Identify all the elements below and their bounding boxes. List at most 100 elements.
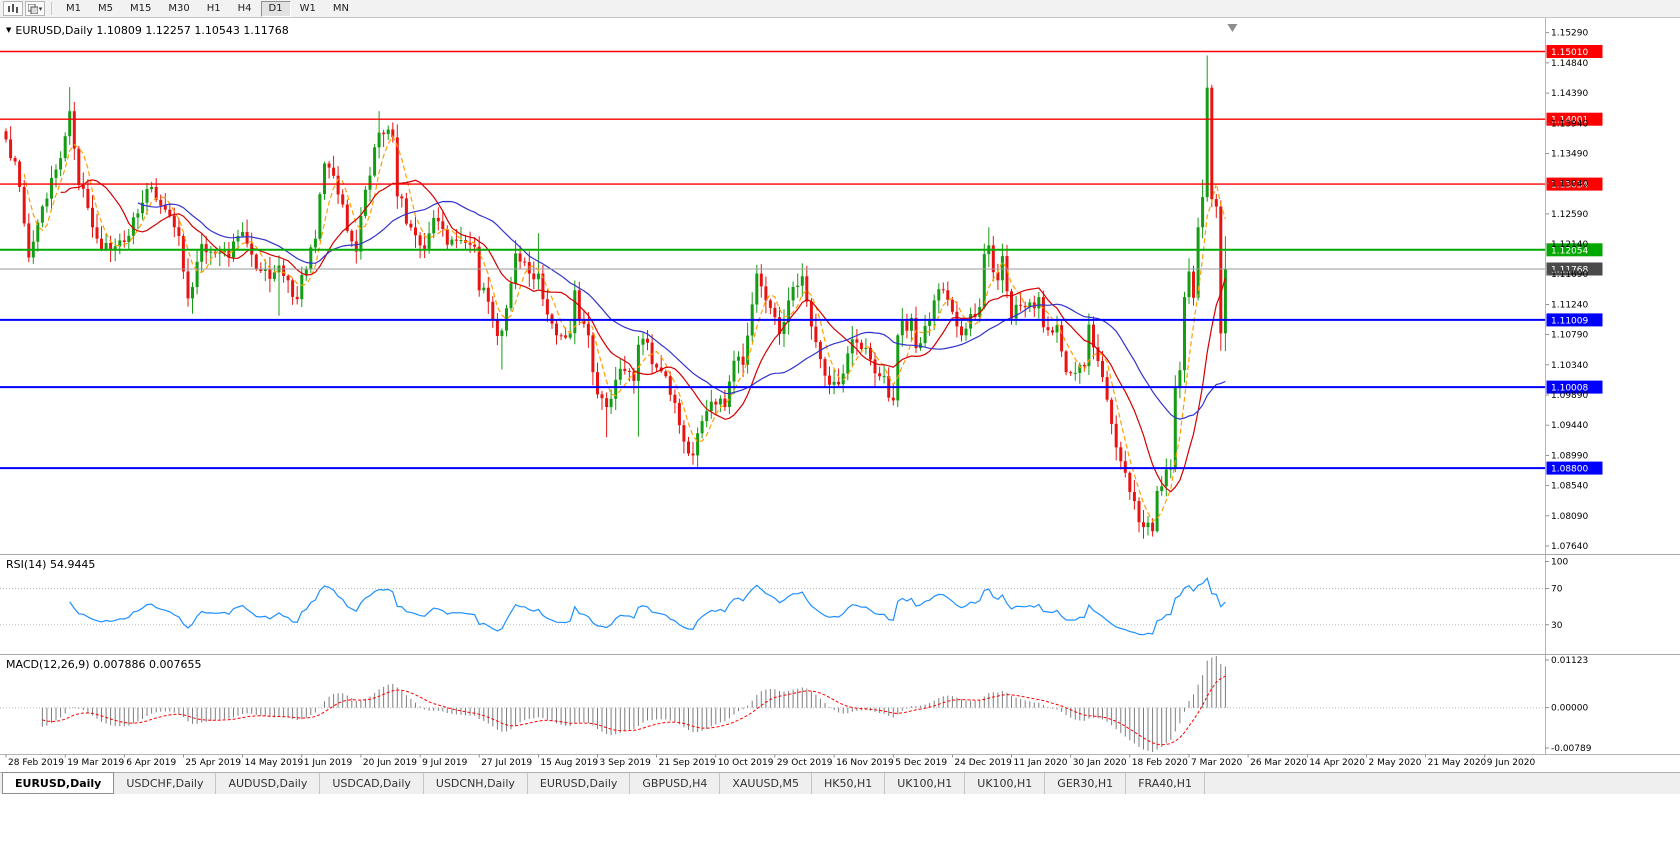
svg-text:1.11690: 1.11690 [1551, 270, 1588, 280]
svg-text:21 Sep 2019: 21 Sep 2019 [659, 758, 716, 768]
timeframe-button-m30[interactable]: M30 [160, 1, 197, 17]
chart-window-button[interactable] [3, 1, 23, 16]
price-badge: 1.15010 [1546, 45, 1603, 58]
price-badge: 1.12054 [1546, 243, 1603, 257]
ma-5-line [23, 134, 1226, 522]
svg-text:70: 70 [1551, 585, 1563, 595]
svg-text:1.11009: 1.11009 [1551, 316, 1588, 326]
svg-text:1.14840: 1.14840 [1551, 59, 1588, 69]
price-badge: 1.11768 [1546, 262, 1603, 276]
svg-text:1.12140: 1.12140 [1551, 240, 1588, 250]
svg-text:18 Feb 2020: 18 Feb 2020 [1132, 758, 1188, 768]
chart-tab-1[interactable]: USDCHF,Daily [114, 773, 217, 794]
timeframe-button-m15[interactable]: M15 [122, 1, 159, 17]
timeframe-button-w1[interactable]: W1 [292, 1, 324, 17]
chart-tab-10[interactable]: UK100,H1 [965, 773, 1046, 794]
svg-text:1.13490: 1.13490 [1551, 150, 1588, 160]
ma-30-line [137, 200, 1226, 420]
svg-text:1.12054: 1.12054 [1551, 246, 1588, 256]
rsi-panel: 100 70 30 [0, 557, 1568, 636]
svg-text:1.12590: 1.12590 [1551, 210, 1588, 220]
svg-text:26 Mar 2020: 26 Mar 2020 [1250, 758, 1307, 768]
svg-text:27 Jul 2019: 27 Jul 2019 [481, 758, 532, 768]
svg-text:15 Aug 2019: 15 Aug 2019 [540, 758, 598, 768]
svg-text:1.08800: 1.08800 [1551, 465, 1588, 475]
price-badge: 1.11009 [1546, 313, 1603, 327]
svg-text:21 May 2020: 21 May 2020 [1428, 758, 1487, 768]
svg-text:14 May 2019: 14 May 2019 [245, 758, 304, 768]
chart-tab-12[interactable]: FRA40,H1 [1126, 773, 1206, 794]
svg-text:1.13040: 1.13040 [1551, 180, 1588, 190]
svg-text:16 Nov 2019: 16 Nov 2019 [836, 758, 894, 768]
svg-text:1.14001: 1.14001 [1551, 116, 1588, 126]
svg-text:2 May 2020: 2 May 2020 [1369, 758, 1422, 768]
chart-tab-3[interactable]: USDCAD,Daily [320, 773, 424, 794]
horizontal-lines[interactable] [0, 50, 1545, 470]
chart-tab-5[interactable]: EURUSD,Daily [528, 773, 631, 794]
time-axis: 28 Feb 2019 19 Mar 2019 6 Apr 2019 25 Apr 2… [5, 754, 1536, 768]
macd-panel: 0.01123 0.00000 -0.00789 [0, 656, 1592, 754]
svg-text:10 Oct 2019: 10 Oct 2019 [718, 758, 774, 768]
price-badge: 1.08800 [1546, 461, 1603, 475]
chart-tab-0[interactable]: EURUSD,Daily [2, 772, 115, 794]
price-badge: 1.14001 [1546, 112, 1603, 126]
chart-tab-2[interactable]: AUDUSD,Daily [216, 773, 321, 794]
timeframe-button-h1[interactable]: H1 [199, 1, 229, 17]
svg-text:9 Jun 2020: 9 Jun 2020 [1487, 758, 1536, 768]
svg-text:19 Mar 2019: 19 Mar 2019 [67, 758, 124, 768]
svg-text:9 Jul 2019: 9 Jul 2019 [422, 758, 467, 768]
svg-text:1.09890: 1.09890 [1551, 391, 1588, 401]
timeframe-button-h4[interactable]: H4 [230, 1, 260, 17]
svg-text:7 Mar 2020: 7 Mar 2020 [1191, 758, 1243, 768]
svg-text:1.10340: 1.10340 [1551, 361, 1588, 371]
chart-tab-4[interactable]: USDCNH,Daily [424, 773, 528, 794]
svg-text:1.09440: 1.09440 [1551, 421, 1588, 431]
svg-text:30 Jan 2020: 30 Jan 2020 [1073, 758, 1127, 768]
svg-text:1.11240: 1.11240 [1551, 300, 1588, 310]
chart-canvas[interactable]: 1.15010 1.14001 1.13034 1.12054 1.11009 1.100… [0, 18, 1680, 772]
timeframe-button-mn[interactable]: MN [325, 1, 357, 17]
svg-text:1.15010: 1.15010 [1551, 48, 1588, 58]
chart-area[interactable]: 1.15010 1.14001 1.13034 1.12054 1.11009 1.100… [0, 18, 1680, 772]
shift-marker-icon[interactable] [1227, 24, 1238, 32]
price-badge: 1.13034 [1546, 177, 1603, 191]
svg-text:14 Apr 2020: 14 Apr 2020 [1309, 758, 1365, 768]
svg-text:1.13034: 1.13034 [1551, 181, 1588, 191]
chart-tab-11[interactable]: GER30,H1 [1045, 773, 1127, 794]
svg-text:1.10790: 1.10790 [1551, 331, 1588, 341]
chart-tab-9[interactable]: UK100,H1 [885, 773, 966, 794]
svg-text:20 Jun 2019: 20 Jun 2019 [363, 758, 417, 768]
rsi-line [69, 576, 1226, 636]
svg-text:25 Apr 2019: 25 Apr 2019 [185, 758, 241, 768]
chart-tab-6[interactable]: GBPUSD,H4 [630, 773, 721, 794]
svg-text:28 Feb 2019: 28 Feb 2019 [8, 758, 64, 768]
svg-text:11 Jan 2020: 11 Jan 2020 [1014, 758, 1068, 768]
chart-list-dropdown-button[interactable]: ▾ [25, 1, 45, 16]
toolbar-separator [51, 2, 52, 15]
chart-tab-7[interactable]: XAUUSD,M5 [720, 773, 812, 794]
timeframe-button-d1[interactable]: D1 [260, 0, 291, 17]
svg-text:0.01123: 0.01123 [1551, 656, 1588, 666]
chart-tab-bar: EURUSD,Daily USDCHF,Daily AUDUSD,Daily USDC… [0, 772, 1680, 794]
layers-icon [27, 3, 38, 14]
timeframe-button-group: M1 M5 M15 M30 H1 H4 D1 W1 MN [58, 0, 357, 17]
svg-text:1.08990: 1.08990 [1551, 451, 1588, 461]
chart-tab-8[interactable]: HK50,H1 [812, 773, 886, 794]
svg-text:30: 30 [1551, 621, 1563, 631]
timeframe-button-m1[interactable]: M1 [58, 1, 89, 17]
svg-text:24 Dec 2019: 24 Dec 2019 [954, 758, 1012, 768]
price-axis: 1.15290 1.14840 1.14390 1.13940 1.13490 1.130… [1545, 29, 1588, 552]
status-area [0, 794, 1680, 855]
macd-signal-line [42, 675, 1226, 746]
svg-text:100: 100 [1551, 557, 1568, 567]
top-toolbar: ▾ M1 M5 M15 M30 H1 H4 D1 W1 MN [0, 0, 1680, 18]
svg-text:1.13940: 1.13940 [1551, 119, 1588, 129]
svg-text:1.15290: 1.15290 [1551, 29, 1588, 39]
svg-text:-0.00789: -0.00789 [1551, 744, 1592, 754]
price-badge: 1.10008 [1546, 380, 1603, 394]
svg-text:1.08540: 1.08540 [1551, 482, 1588, 492]
candles-layer [4, 55, 1227, 539]
svg-text:1.11768: 1.11768 [1551, 266, 1588, 276]
svg-text:5 Dec 2019: 5 Dec 2019 [895, 758, 947, 768]
timeframe-button-m5[interactable]: M5 [90, 1, 121, 17]
